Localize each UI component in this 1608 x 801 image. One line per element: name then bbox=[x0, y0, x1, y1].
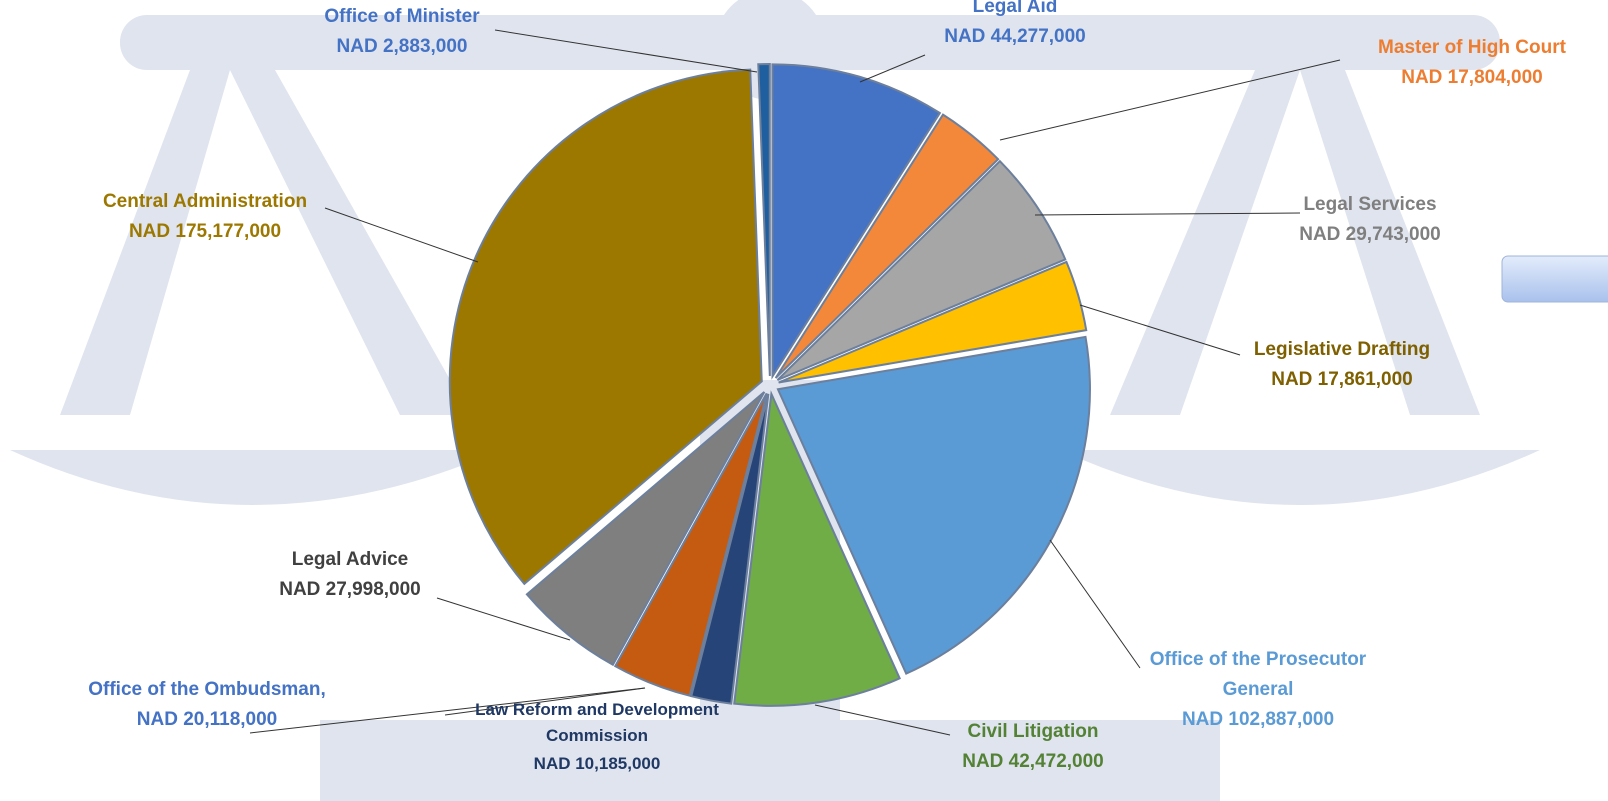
category-label: Office of the Prosecutor General bbox=[1143, 645, 1373, 705]
value-label: NAD 2,883,000 bbox=[252, 32, 552, 62]
category-label: Legal Advice bbox=[200, 545, 500, 575]
value-label: NAD 42,472,000 bbox=[883, 747, 1183, 777]
leader-line bbox=[1050, 540, 1140, 668]
category-label: Civil Litigation bbox=[883, 717, 1183, 747]
page: Office of MinisterNAD 2,883,000 Legal Aid… bbox=[0, 0, 1608, 801]
category-label: Legal Aid bbox=[865, 0, 1165, 22]
category-label: Law Reform and Development Commission bbox=[452, 697, 742, 749]
category-label: Office of Minister bbox=[252, 2, 552, 32]
button[interactable] bbox=[1502, 256, 1608, 302]
value-label: NAD 29,743,000 bbox=[1220, 220, 1520, 250]
value-label: NAD 17,804,000 bbox=[1342, 63, 1602, 93]
value-label: NAD 17,861,000 bbox=[1192, 365, 1492, 395]
category-label: Legal Services bbox=[1220, 190, 1520, 220]
category-label: Master of High Court bbox=[1342, 33, 1602, 63]
value-label: NAD 27,998,000 bbox=[200, 575, 500, 605]
value-label: NAD 20,118,000 bbox=[57, 705, 357, 735]
value-label: NAD 10,185,000 bbox=[452, 749, 742, 779]
category-label: Office of the Ombudsman, bbox=[57, 675, 357, 705]
category-label: Legislative Drafting bbox=[1192, 335, 1492, 365]
value-label: NAD 175,177,000 bbox=[55, 217, 355, 247]
category-label: Central Administration bbox=[55, 187, 355, 217]
slice-label: Office of the Ombudsman,NAD 20,118,000 bbox=[57, 675, 357, 735]
value-label: NAD 44,277,000 bbox=[865, 22, 1165, 52]
